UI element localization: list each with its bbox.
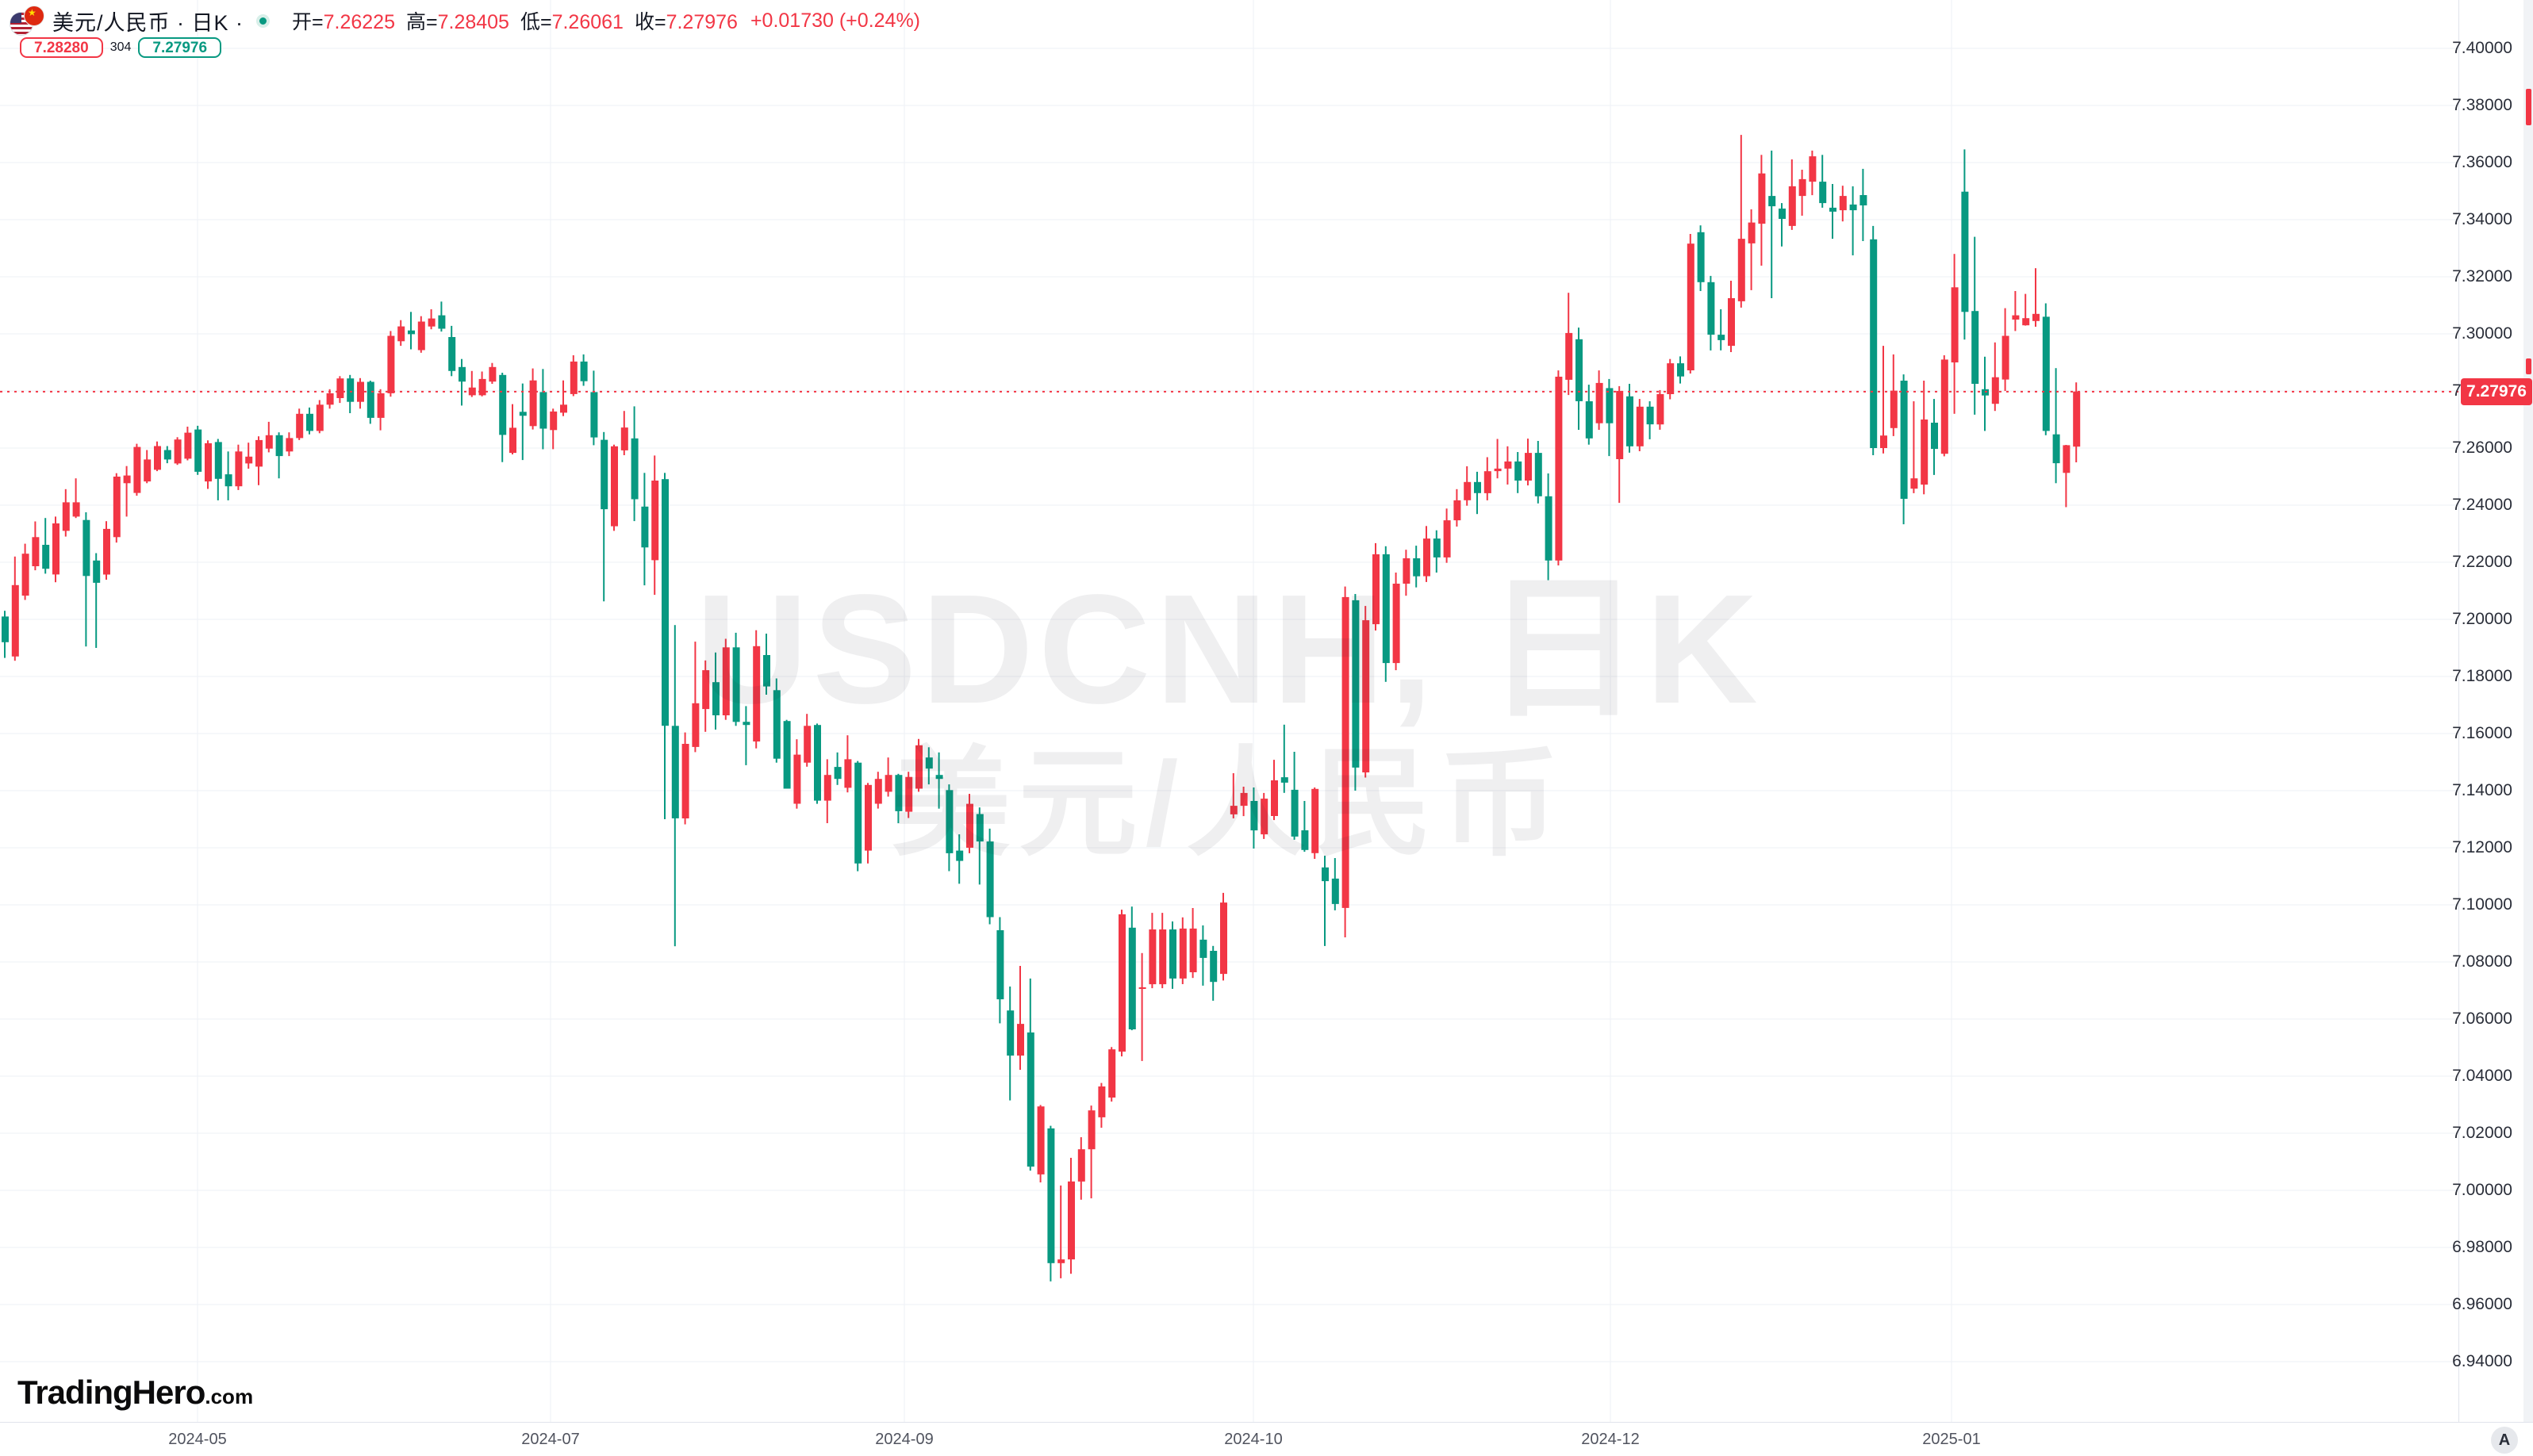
time-axis-label: 2024-10 <box>1224 1431 1283 1448</box>
price-axis-label: 6.98000 <box>2452 1238 2512 1256</box>
price-axis-label: 7.02000 <box>2452 1124 2512 1142</box>
price-axis-label: 7.22000 <box>2452 553 2512 571</box>
time-axis-label: 2024-09 <box>875 1431 934 1448</box>
time-axis-label: 2025-01 <box>1922 1431 1981 1448</box>
time-axis-label: 2024-07 <box>521 1431 580 1448</box>
tradinghero-logo: TradingHero.com <box>17 1374 254 1411</box>
auto-scale-button[interactable]: A <box>2491 1427 2518 1454</box>
price-axis-label: 7.40000 <box>2452 39 2512 57</box>
ask-price-box[interactable]: 7.28280 <box>20 37 103 58</box>
time-axis[interactable]: A 2024-05 2024-07 2024-09 2024-10 2024-12 202… <box>0 1422 2533 1456</box>
price-axis-label: 7.06000 <box>2452 1010 2512 1028</box>
spread-value: 304 <box>109 40 132 54</box>
candlestick-chart[interactable] <box>0 0 2458 1422</box>
price-change: +0.01730 (+0.24%) <box>750 9 920 32</box>
quote-bar: 7.28280 304 7.27976 <box>20 37 222 58</box>
price-axis-label: 7.14000 <box>2452 781 2512 799</box>
price-axis-label: 7.00000 <box>2452 1181 2512 1199</box>
usdcnh-flags-icon <box>10 6 44 36</box>
price-axis-label: 6.94000 <box>2452 1352 2512 1370</box>
ohlc-open: 开=7.26225 <box>292 11 395 33</box>
chart-header: 美元/人民币 · 日K · 开=7.26225 高=7.28405 低=7.26… <box>10 5 920 36</box>
price-axis-label: 7.12000 <box>2452 838 2512 856</box>
price-axis-label: 7.16000 <box>2452 724 2512 742</box>
price-axis-label: 7.08000 <box>2452 952 2512 971</box>
price-axis-label: 7.18000 <box>2452 667 2512 685</box>
chart-pane[interactable]: USDCNH, 日K 美元/人民币 美元/人民币 · 日K · 开=7.2622… <box>0 0 2458 1422</box>
last-price-tag: 7.27976 <box>2461 377 2532 405</box>
price-range-mark <box>2526 89 2531 125</box>
price-axis-label: 7.34000 <box>2452 210 2512 228</box>
time-axis-label: 2024-12 <box>1581 1431 1640 1448</box>
cn-flag-icon <box>24 6 44 26</box>
price-axis-label: 7.04000 <box>2452 1067 2512 1085</box>
ohlc-low: 低=7.26061 <box>520 11 624 33</box>
price-axis-label: 7.10000 <box>2452 895 2512 914</box>
ohlc-high: 高=7.28405 <box>405 11 509 33</box>
price-axis-label: 6.96000 <box>2452 1295 2512 1313</box>
ohlc-close: 收=7.27976 <box>634 11 738 33</box>
price-range-mark <box>2526 358 2531 374</box>
symbol-title[interactable]: 美元/人民币 · 日K · <box>52 10 244 35</box>
price-axis-label: 7.24000 <box>2452 496 2512 514</box>
price-axis-label: 7.36000 <box>2452 153 2512 171</box>
price-axis-label: 7.32000 <box>2452 267 2512 285</box>
price-axis-label: 7.20000 <box>2452 610 2512 628</box>
time-axis-label: 2024-05 <box>168 1431 227 1448</box>
price-axis-label: 7.26000 <box>2452 439 2512 457</box>
bid-price-box[interactable]: 7.27976 <box>138 37 222 58</box>
price-axis-label: 7.38000 <box>2452 96 2512 114</box>
market-status-dot-icon <box>256 13 270 28</box>
price-axis-scrollbar[interactable] <box>2523 0 2533 1422</box>
price-axis[interactable]: 7.27976 7.40000 7.38000 7.36000 7.34000 7.32… <box>2452 0 2533 1422</box>
price-axis-label: 7.30000 <box>2452 324 2512 343</box>
